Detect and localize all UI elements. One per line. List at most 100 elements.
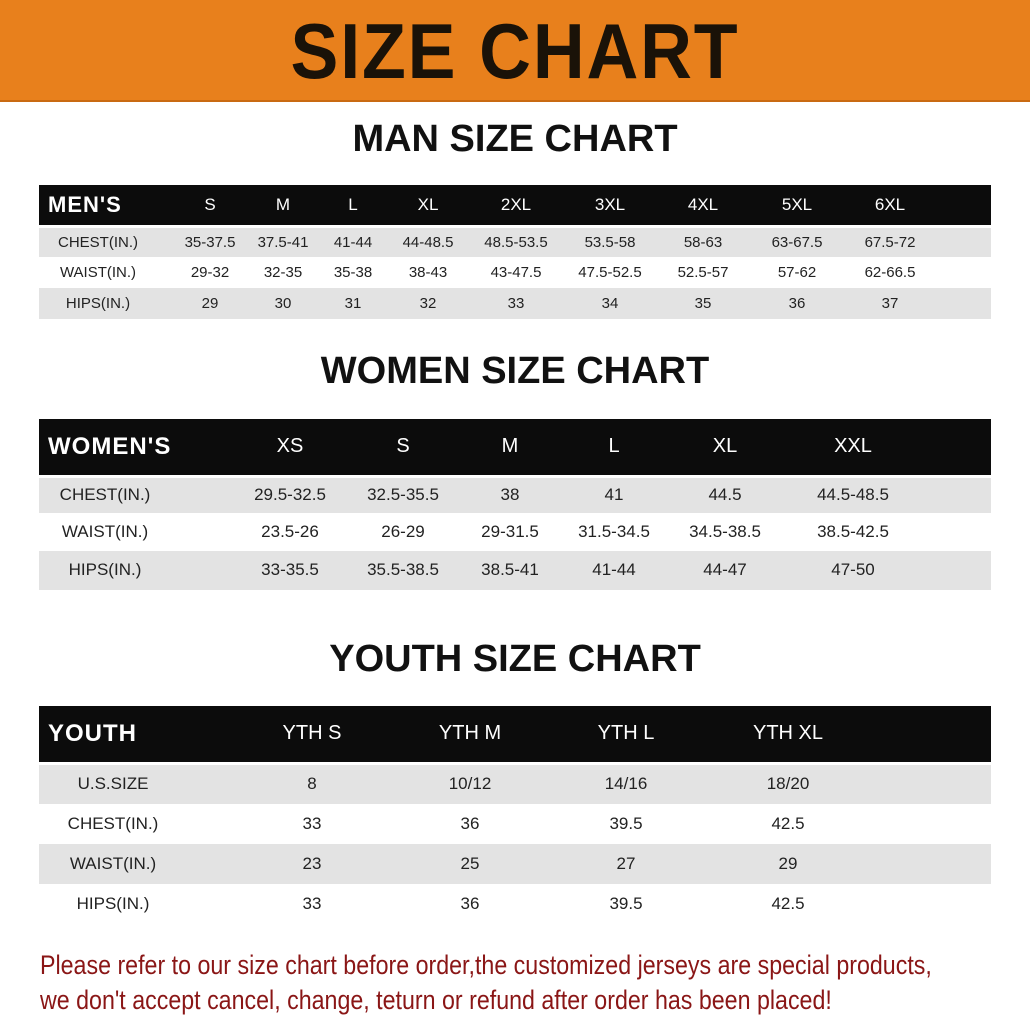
table-row: WAIST(IN.) 23.5-26 26-29 29-31.5 31.5-34.5 34… (39, 513, 991, 551)
table-row: CHEST(IN.) 29.5-32.5 32.5-35.5 38 41 44.5 44.5… (39, 478, 991, 513)
size-header: 4XL (687, 194, 719, 214)
size-header: S (204, 194, 216, 214)
table-cell: 42.5 (771, 894, 805, 914)
size-header: YTH M (438, 722, 502, 744)
table-cell: 43-47.5 (490, 263, 542, 281)
table-cell: 44.5-48.5 (817, 485, 889, 505)
row-label: CHEST(IN.) (67, 813, 159, 833)
table-cell: 32 (419, 294, 437, 312)
row-label: CHEST(IN.) (58, 233, 138, 251)
table-cell: 35-38 (333, 263, 373, 281)
table-row: CHEST(IN.) 33 36 39.5 42.5 (39, 804, 991, 844)
table-cell: 36 (788, 294, 806, 312)
women-section-title: WOMEN SIZE CHART (320, 350, 710, 392)
size-header: L (608, 435, 620, 457)
table-cell: 23 (302, 853, 322, 873)
youth-section-title: YOUTH SIZE CHART (329, 638, 701, 680)
size-header: 3XL (594, 194, 626, 214)
table-cell: 33 (507, 294, 525, 312)
table-cell: 37 (881, 294, 899, 312)
table-cell: 62-66.5 (864, 263, 916, 281)
table-cell: 44-48.5 (402, 233, 454, 251)
row-label: HIPS(IN.) (65, 294, 131, 312)
size-header: YTH S (282, 722, 342, 744)
table-cell: 32.5-35.5 (367, 485, 439, 505)
table-cell: 32-35 (263, 263, 303, 281)
table-row: HIPS(IN.) 33-35.5 35.5-38.5 38.5-41 41-44 44-… (39, 551, 991, 590)
table-cell: 34 (601, 294, 619, 312)
table-cell: 41-44 (333, 233, 373, 251)
table-cell: 63-67.5 (771, 233, 823, 251)
table-cell: 41 (604, 485, 624, 505)
row-label: HIPS(IN.) (76, 894, 150, 914)
table-cell: 25 (460, 853, 480, 873)
table-cell: 33-35.5 (261, 560, 319, 580)
table-cell: 57-62 (777, 263, 817, 281)
youth-table-header: YOUTH YTH S YTH M YTH L YTH XL (39, 706, 991, 762)
row-label: HIPS(IN.) (68, 560, 142, 580)
table-cell: 33 (302, 894, 322, 914)
row-label: CHEST(IN.) (59, 485, 151, 505)
table-cell: 10/12 (448, 774, 492, 794)
men-header-label: MEN'S (48, 191, 122, 217)
table-cell: 33 (302, 813, 322, 833)
table-cell: 36 (460, 894, 480, 914)
table-cell: 53.5-58 (584, 233, 636, 251)
table-cell: 47-50 (831, 560, 875, 580)
size-header: M (501, 435, 519, 457)
table-cell: 35 (694, 294, 712, 312)
size-header: 2XL (500, 194, 532, 214)
table-cell: 38.5-41 (481, 560, 539, 580)
table-cell: 29.5-32.5 (254, 485, 326, 505)
size-header: XXL (834, 435, 872, 457)
table-cell: 30 (274, 294, 292, 312)
row-label: WAIST(IN.) (61, 521, 149, 541)
table-cell: 36 (460, 813, 480, 833)
men-section-title: MAN SIZE CHART (352, 118, 678, 160)
table-cell: 23.5-26 (261, 521, 319, 541)
table-cell: 67.5-72 (864, 233, 916, 251)
table-cell: 29-32 (190, 263, 230, 281)
table-row: CHEST(IN.) 35-37.5 37.5-41 41-44 44-48.5 48.5… (39, 228, 991, 257)
table-cell: 42.5 (771, 813, 805, 833)
size-header: YTH XL (752, 722, 824, 744)
page-title: SIZE CHART (290, 7, 740, 95)
table-row: WAIST(IN.) 23 25 27 29 (39, 844, 991, 884)
table-cell: 39.5 (609, 813, 643, 833)
size-header: XL (712, 435, 738, 457)
table-cell: 38-43 (408, 263, 448, 281)
table-cell: 39.5 (609, 894, 643, 914)
table-cell: 27 (616, 853, 636, 873)
title-banner: SIZE CHART (0, 0, 1030, 102)
table-cell: 38 (500, 485, 520, 505)
table-row: HIPS(IN.) 33 36 39.5 42.5 (39, 884, 991, 925)
table-cell: 48.5-53.5 (484, 233, 548, 251)
table-cell: 29 (201, 294, 219, 312)
table-cell: 29 (778, 853, 798, 873)
table-cell: 35.5-38.5 (367, 560, 439, 580)
table-cell: 29-31.5 (481, 521, 539, 541)
table-cell: 41-44 (592, 560, 636, 580)
men-table-header: MEN'S S M L XL 2XL 3XL 4XL 5XL 6XL (39, 185, 991, 225)
table-cell: 37.5-41 (257, 233, 309, 251)
row-label: WAIST(IN.) (69, 853, 157, 873)
size-header: M (275, 194, 291, 214)
size-header: 5XL (781, 194, 813, 214)
footer-notice-line-2: we don't accept cancel, change, teturn o… (40, 985, 832, 1015)
table-cell: 18/20 (766, 774, 810, 794)
size-header: 6XL (874, 194, 906, 214)
size-header: S (396, 435, 410, 457)
table-row: WAIST(IN.) 29-32 32-35 35-38 38-43 43-47.5 47.… (39, 257, 991, 288)
row-label: WAIST(IN.) (59, 263, 137, 281)
size-header: XS (276, 435, 304, 457)
table-cell: 44.5 (708, 485, 742, 505)
women-header-label: WOMEN'S (48, 432, 172, 460)
footer-notice-line-1: Please refer to our size chart before or… (40, 950, 932, 980)
women-table-header: WOMEN'S XS S M L XL XXL (39, 419, 991, 475)
table-row: U.S.SIZE 8 10/12 14/16 18/20 (39, 765, 991, 804)
table-cell: 14/16 (604, 774, 648, 794)
table-cell: 35-37.5 (184, 233, 236, 251)
size-header: L (348, 194, 358, 214)
table-cell: 31.5-34.5 (578, 521, 650, 541)
